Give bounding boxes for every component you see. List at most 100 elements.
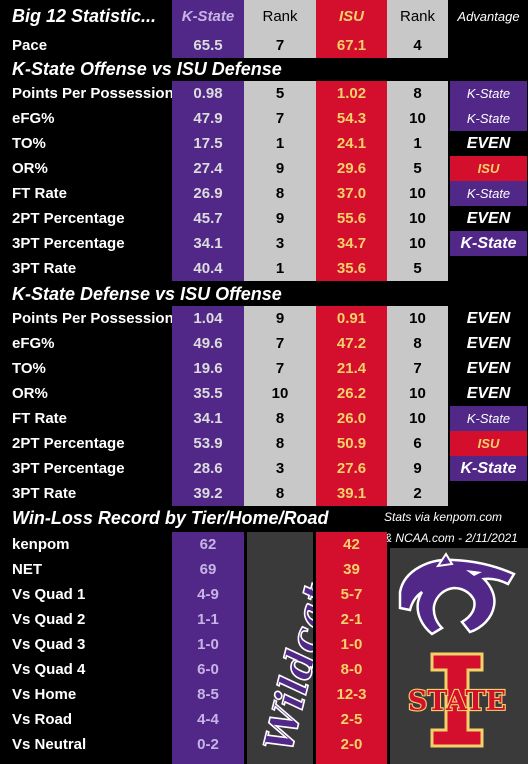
isu-value: 50.9 — [316, 431, 387, 456]
source-line-2: & NCAA.com - 2/11/2021 — [384, 531, 518, 545]
stat-label: eFG% — [12, 110, 55, 127]
isu-value: 54.3 — [316, 106, 387, 131]
isu-rank: 10 — [387, 381, 448, 406]
kstate-rank: 7 — [244, 106, 316, 131]
isu-value: 26.0 — [316, 406, 387, 431]
stat-label: Points Per Possession — [12, 85, 172, 102]
kstate-record-vs-home: 8-5 — [172, 682, 244, 707]
isu-rank: 5 — [387, 156, 448, 181]
source-line-1: Stats via kenpom.com — [384, 510, 503, 524]
advantage-badge: K-State — [450, 406, 527, 431]
stat-label: 3PT Percentage — [12, 460, 125, 477]
stat-label: FT Rate — [12, 185, 68, 202]
logo-panel — [247, 532, 313, 764]
advantage-badge: K-State — [450, 181, 527, 206]
isu-value: 27.6 — [316, 456, 387, 481]
advantage-badge: EVEN — [466, 135, 511, 152]
kstate-value: 47.9 — [172, 106, 244, 131]
advantage-badge: K-State — [450, 231, 527, 256]
kstate-value: 40.4 — [172, 256, 244, 281]
isu-value: 24.1 — [316, 131, 387, 156]
kstate-value: 34.1 — [172, 231, 244, 256]
kstate-value: 0.98 — [172, 81, 244, 106]
isu-rank: 7 — [387, 356, 448, 381]
advantage-badge: EVEN — [466, 210, 511, 227]
stat-label: eFG% — [12, 335, 55, 352]
kstate-value: 49.6 — [172, 331, 244, 356]
kstate-record-kenpom: 62 — [172, 532, 244, 557]
section2-row-3pt-percentage: 3PT Percentage 28.6 3 27.6 9 K-State — [0, 456, 528, 481]
pace-isu-value: 67.1 — [316, 33, 387, 58]
isu-rank: 10 — [387, 106, 448, 131]
section1-row-to: TO% 17.5 1 24.1 1 EVEN — [0, 131, 528, 156]
isu-value: 37.0 — [316, 181, 387, 206]
section1-row-3pt-rate: 3PT Rate 40.4 1 35.6 5 — [0, 256, 528, 281]
kstate-value: 26.9 — [172, 181, 244, 206]
stat-label: 3PT Percentage — [12, 235, 125, 252]
section1-row-efg: eFG% 47.9 7 54.3 10 K-State — [0, 106, 528, 131]
record-label-vs-quad-3: Vs Quad 3 — [12, 636, 86, 653]
isu-rank: 6 — [387, 431, 448, 456]
kstate-rank: 8 — [244, 481, 316, 506]
kstate-rank: 9 — [244, 306, 316, 331]
isu-block-i-shape — [430, 652, 484, 748]
record-label-vs-neutral: Vs Neutral — [12, 736, 87, 753]
section2-row-3pt-rate: 3PT Rate 39.2 8 39.1 2 — [0, 481, 528, 506]
kstate-rank: 1 — [244, 256, 316, 281]
kstate-value: 53.9 — [172, 431, 244, 456]
kstate-rank-header: Rank — [244, 0, 316, 33]
kstate-value: 27.4 — [172, 156, 244, 181]
advantage-badge: ISU — [450, 156, 527, 181]
isu-value: 29.6 — [316, 156, 387, 181]
section2-row-to: TO% 19.6 7 21.4 7 EVEN — [0, 356, 528, 381]
advantage-badge: K-State — [450, 456, 527, 481]
kstate-value: 34.1 — [172, 406, 244, 431]
record-label-vs-quad-1: Vs Quad 1 — [12, 586, 86, 603]
stat-label: TO% — [12, 360, 46, 377]
kstate-rank: 5 — [244, 81, 316, 106]
kstate-record-vs-quad-4: 6-0 — [172, 657, 244, 682]
header-row: Big 12 Statistic... K-State Rank ISU Ran… — [0, 0, 528, 33]
stat-label: 3PT Rate — [12, 485, 77, 502]
pace-kstate-value: 65.5 — [172, 33, 244, 58]
kstate-value: 35.5 — [172, 381, 244, 406]
isu-record-vs-quad-3: 1-0 — [316, 632, 387, 657]
isu-record-vs-home: 12-3 — [316, 682, 387, 707]
advantage-badge: EVEN — [466, 335, 511, 352]
wildcats-script-logo: Wildcats — [254, 556, 313, 757]
kstate-record-vs-quad-2: 1-1 — [172, 607, 244, 632]
kstate-record-net: 69 — [172, 557, 244, 582]
record-label-net: NET — [12, 561, 42, 578]
kstate-value: 17.5 — [172, 131, 244, 156]
isu-record-vs-road: 2-5 — [316, 707, 387, 732]
isu-value: 55.6 — [316, 206, 387, 231]
isu-value: 47.2 — [316, 331, 387, 356]
isu-value: 39.1 — [316, 481, 387, 506]
isu-rank: 5 — [387, 256, 448, 281]
kstate-record-vs-quad-1: 4-9 — [172, 582, 244, 607]
section1-row-points-per-possession: Points Per Possession 0.98 5 1.02 8 K-State — [0, 81, 528, 106]
isu-value: 34.7 — [316, 231, 387, 256]
isu-value: 35.6 — [316, 256, 387, 281]
advantage-badge: EVEN — [466, 310, 511, 327]
section-defense-title: K-State Defense vs ISU Offense — [12, 284, 282, 304]
kstate-record-vs-quad-3: 1-0 — [172, 632, 244, 657]
advantage-badge: EVEN — [466, 385, 511, 402]
kstate-column-header: K-State — [172, 0, 244, 33]
section1-row-or: OR% 27.4 9 29.6 5 ISU — [0, 156, 528, 181]
stat-label: TO% — [12, 135, 46, 152]
pace-isu-rank: 4 — [387, 33, 448, 58]
stat-label: 3PT Rate — [12, 260, 77, 277]
section2-row-efg: eFG% 49.6 7 47.2 8 EVEN — [0, 331, 528, 356]
advantage-badge — [450, 481, 527, 506]
isu-value: 21.4 — [316, 356, 387, 381]
kstate-rank: 9 — [244, 206, 316, 231]
isu-rank-header: Rank — [387, 0, 448, 33]
isu-record-vs-quad-1: 5-7 — [316, 582, 387, 607]
isu-rank: 10 — [387, 306, 448, 331]
kstate-record-vs-neutral: 0-2 — [172, 732, 244, 757]
isu-rank: 2 — [387, 481, 448, 506]
isu-rank: 10 — [387, 231, 448, 256]
kstate-value: 39.2 — [172, 481, 244, 506]
